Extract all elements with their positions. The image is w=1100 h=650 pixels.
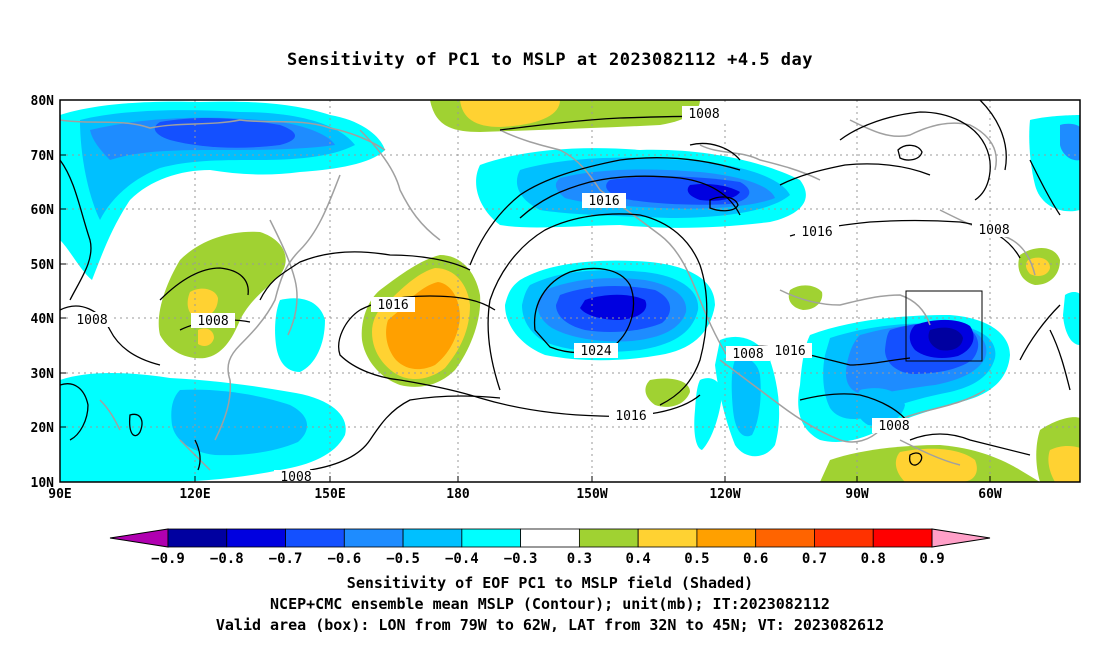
colorbar xyxy=(109,528,991,548)
colorbar-tick-label: 0.6 xyxy=(743,551,768,567)
contour-label: 1008 xyxy=(732,347,763,362)
lat-label: 30N xyxy=(31,367,55,382)
lon-label: 150E xyxy=(314,487,345,502)
colorbar-swatch xyxy=(755,528,815,548)
caption-line-2: NCEP+CMC ensemble mean MSLP (Contour); u… xyxy=(270,595,830,613)
colorbar-min-arrow xyxy=(109,528,169,548)
colorbar-tick-label: −0.4 xyxy=(445,551,479,567)
colorbar-tick-label: −0.9 xyxy=(151,551,185,567)
caption-line-1: Sensitivity of EOF PC1 to MSLP field (Sh… xyxy=(346,574,754,592)
colorbar-tick-label: −0.6 xyxy=(327,551,361,567)
latitude-labels: 80N 70N 60N 50N 40N 30N 20N 10N xyxy=(31,94,55,491)
colorbar-tick-label: 0.3 xyxy=(567,551,592,567)
contour-label: 1024 xyxy=(580,344,611,359)
colorbar-tick-label: −0.3 xyxy=(504,551,538,567)
contour-label: 1016 xyxy=(377,298,408,313)
captions: Sensitivity of EOF PC1 to MSLP field (Sh… xyxy=(0,573,1100,636)
colorbar-tick-label: −0.8 xyxy=(210,551,244,567)
map-frame xyxy=(59,99,1081,483)
lon-label: 90W xyxy=(845,487,869,502)
longitude-labels: 90E 120E 150E 180 150W 120W 90W 60W xyxy=(48,487,1002,502)
contour-labels: 1008 1016 1016 1008 1008 1008 1016 1024 … xyxy=(70,106,1016,485)
colorbar-tick-label: 0.8 xyxy=(861,551,886,567)
colorbar-swatch xyxy=(814,528,874,548)
colorbar-max-arrow xyxy=(931,528,991,548)
lon-label: 120W xyxy=(709,487,740,502)
colorbar-swatch xyxy=(343,528,404,548)
contour-label: 1016 xyxy=(588,194,619,209)
colorbar-swatch xyxy=(226,528,286,548)
contour-label: 1016 xyxy=(615,409,646,424)
colorbar-swatch xyxy=(402,528,463,548)
lat-label: 70N xyxy=(31,149,55,164)
colorbar-tick-label: 0.9 xyxy=(919,551,944,567)
colorbar-tick-label: 0.7 xyxy=(802,551,827,567)
colorbar-swatch xyxy=(167,528,228,548)
colorbar-swatch xyxy=(872,528,933,548)
contour-label: 1008 xyxy=(688,107,719,122)
colorbar-tick-label: −0.7 xyxy=(269,551,303,567)
colorbar-swatch xyxy=(285,528,345,548)
lon-label: 150W xyxy=(576,487,607,502)
contour-label: 1008 xyxy=(978,223,1009,238)
lat-label: 60N xyxy=(31,203,55,218)
gridlines xyxy=(60,100,1080,482)
lon-label: 90E xyxy=(48,487,71,502)
contour-label: 1008 xyxy=(878,419,909,434)
contour-label: 1016 xyxy=(774,344,805,359)
contour-label: 1008 xyxy=(76,313,107,328)
contour-label: 1008 xyxy=(197,314,228,329)
contour-label: 1016 xyxy=(801,225,832,240)
colorbar-tick-label: −0.5 xyxy=(386,551,420,567)
lon-label: 180 xyxy=(446,487,470,502)
lon-label: 60W xyxy=(978,487,1002,502)
colorbar-tick-label: 0.5 xyxy=(684,551,709,567)
lat-label: 50N xyxy=(31,258,55,273)
tick-marks xyxy=(60,99,991,482)
colorbar-swatch xyxy=(637,528,698,548)
caption-line-3: Valid area (box): LON from 79W to 62W, L… xyxy=(215,616,885,634)
colorbar-swatch xyxy=(461,528,522,548)
colorbar-swatch xyxy=(578,528,639,548)
colorbar-labels: −0.9 −0.8 −0.7 −0.6 −0.5 −0.4 −0.3 0.3 0.4 0.5 0.6… xyxy=(151,551,945,567)
valid-area-box xyxy=(905,290,983,362)
coastlines xyxy=(60,119,1036,471)
map-title: Sensitivity of PC1 to MSLP at 2023082112… xyxy=(286,50,813,70)
lat-label: 10N xyxy=(31,476,55,491)
lat-label: 40N xyxy=(31,312,55,327)
colorbar-tick-label: 0.4 xyxy=(626,551,651,567)
lon-label: 120E xyxy=(179,487,210,502)
colorbar-swatch xyxy=(696,528,757,548)
lat-label: 80N xyxy=(31,94,55,109)
lat-label: 20N xyxy=(31,421,55,436)
colorbar-swatch xyxy=(520,528,580,548)
